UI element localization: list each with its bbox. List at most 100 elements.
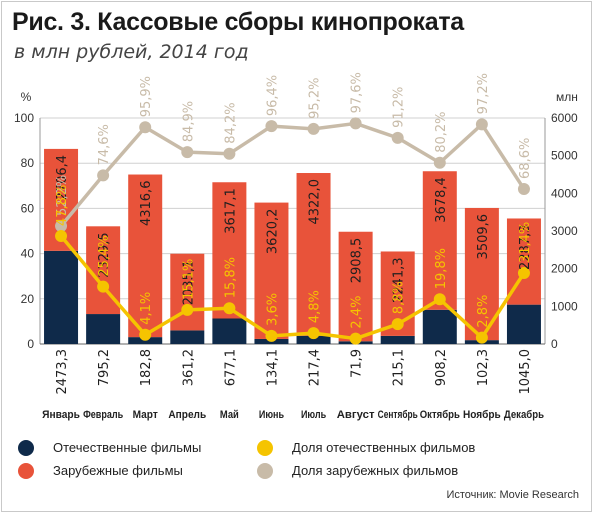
label-domestic-value: 182,8 <box>139 349 154 386</box>
line-domestic-share-point <box>349 332 362 345</box>
right-axis-tick-label: 3000 <box>551 224 578 238</box>
left-axis-tick-label: 100 <box>14 111 34 125</box>
category-label: Март <box>133 409 159 421</box>
label-domestic-value: 908,2 <box>434 349 449 386</box>
source-note: Источник: Movie Research <box>446 489 579 501</box>
category-label: Май <box>220 409 239 421</box>
right-axis-tick-label: 0 <box>551 337 558 351</box>
label-foreign-share: 95,2% <box>308 78 323 119</box>
label-foreign-share: 97,6% <box>350 72 365 113</box>
label-foreign-value: 2706,4 <box>55 155 70 201</box>
line-domestic-share <box>59 234 526 341</box>
label-foreign-share: 84,9% <box>181 101 196 142</box>
left-axis-tick-label: 40 <box>21 247 35 261</box>
line-domestic-share-point <box>223 302 236 315</box>
label-domestic-value: 677,1 <box>223 349 238 386</box>
label-domestic-value: 217,4 <box>308 349 323 386</box>
line-foreign-share-point <box>181 146 194 159</box>
label-domestic-value: 795,2 <box>97 349 112 386</box>
left-axis-tick-label: 20 <box>21 292 35 306</box>
legend-foreign-share-label: Доля зарубежных фильмов <box>292 463 459 478</box>
label-domestic-value: 215,1 <box>392 349 407 386</box>
label-domestic-share: 25,4% <box>97 235 112 276</box>
bar-domestic <box>296 335 331 344</box>
label-foreign-share: 96,4% <box>265 75 280 116</box>
bar-domestic <box>506 304 541 344</box>
label-domestic-share: 19,8% <box>434 248 449 289</box>
label-domestic-share: 15,8% <box>223 257 238 298</box>
line-domestic-share-point <box>475 331 488 344</box>
label-foreign-share: 91,2% <box>392 87 407 128</box>
line-domestic-share-point <box>97 280 110 293</box>
line-domestic-share-point <box>265 329 278 342</box>
line-foreign-share-point <box>55 220 68 233</box>
bar-foreign <box>254 202 289 339</box>
line-foreign-share-point <box>433 156 446 169</box>
line-domestic-share-point <box>391 318 404 331</box>
bar-foreign <box>296 173 331 336</box>
line-foreign-share-point <box>223 147 236 160</box>
label-domestic-share: 47,8% <box>55 185 70 226</box>
label-domestic-share: 8,8% <box>392 281 407 314</box>
category-label: Октябрь <box>420 409 460 421</box>
label-domestic-share: 3,6% <box>265 293 280 326</box>
label-foreign-share: 74,6% <box>97 124 112 165</box>
category-label: Ноябрь <box>463 409 501 421</box>
bar-foreign <box>212 182 247 319</box>
left-axis-title: % <box>21 90 32 104</box>
line-domestic-share-point <box>181 303 194 316</box>
bar-domestic <box>380 335 415 344</box>
category-label: Сентябрь <box>378 409 418 421</box>
line-foreign-share-point <box>349 117 362 130</box>
right-axis-title: млн <box>556 90 578 104</box>
left-axis-tick-label: 80 <box>21 156 35 170</box>
line-foreign-share-point <box>265 120 278 133</box>
figure-title: Рис. 3. Кассовые сборы кинопроката <box>12 8 464 36</box>
label-foreign-value: 2908,5 <box>350 238 365 284</box>
category-label: Июль <box>301 409 326 421</box>
bar-foreign <box>422 171 457 310</box>
bar-domestic <box>170 330 205 344</box>
label-domestic-value: 102,3 <box>476 349 491 386</box>
bar-domestic <box>86 314 121 344</box>
legend-foreign-films-label: Зарубежные фильмы <box>53 463 183 478</box>
bar-domestic <box>422 309 457 344</box>
label-foreign-share: 52,2% <box>55 175 70 216</box>
label-foreign-value: 3617,1 <box>223 188 238 234</box>
label-foreign-value: 3678,4 <box>434 177 449 223</box>
label-foreign-share: 68,6% <box>518 138 533 179</box>
label-foreign-value: 4322,0 <box>308 179 323 225</box>
label-foreign-value: 3509,6 <box>476 214 491 260</box>
line-domestic-share-point <box>433 293 446 306</box>
legend-domestic-share-label: Доля отечественных фильмов <box>292 440 476 455</box>
label-domestic-value: 2473,3 <box>55 349 70 395</box>
category-label: Июнь <box>259 409 284 421</box>
line-domestic-share-point <box>139 328 152 341</box>
line-foreign-share <box>59 121 526 228</box>
category-label: Апрель <box>168 409 206 421</box>
line-foreign-share-point <box>475 118 488 131</box>
label-foreign-value: 2329,5 <box>97 232 112 278</box>
legend-foreign-share-swatch <box>257 463 273 479</box>
label-domestic-share: 15,1% <box>181 259 196 300</box>
line-domestic-share-point <box>517 267 530 280</box>
label-foreign-value: 3620,2 <box>265 209 280 255</box>
line-foreign-share-point <box>391 131 404 144</box>
left-axis-tick-label: 0 <box>27 337 34 351</box>
bar-foreign <box>338 231 373 342</box>
label-domestic-share: 2,4% <box>350 296 365 329</box>
right-axis-tick-label: 1000 <box>551 299 578 313</box>
label-foreign-value: 2035,1 <box>181 260 196 306</box>
legend-domestic-share-swatch <box>257 440 273 456</box>
label-foreign-value: 4316,6 <box>139 181 154 227</box>
label-domestic-share: 31,4% <box>518 222 533 263</box>
label-domestic-value: 1045,0 <box>518 349 533 395</box>
category-label: Январь <box>42 409 80 421</box>
bar-foreign <box>128 174 163 338</box>
label-domestic-share: 2,8% <box>476 295 491 328</box>
bar-domestic <box>44 250 79 344</box>
legend-domestic-films-swatch <box>18 440 34 456</box>
right-axis-tick-label: 6000 <box>551 111 578 125</box>
